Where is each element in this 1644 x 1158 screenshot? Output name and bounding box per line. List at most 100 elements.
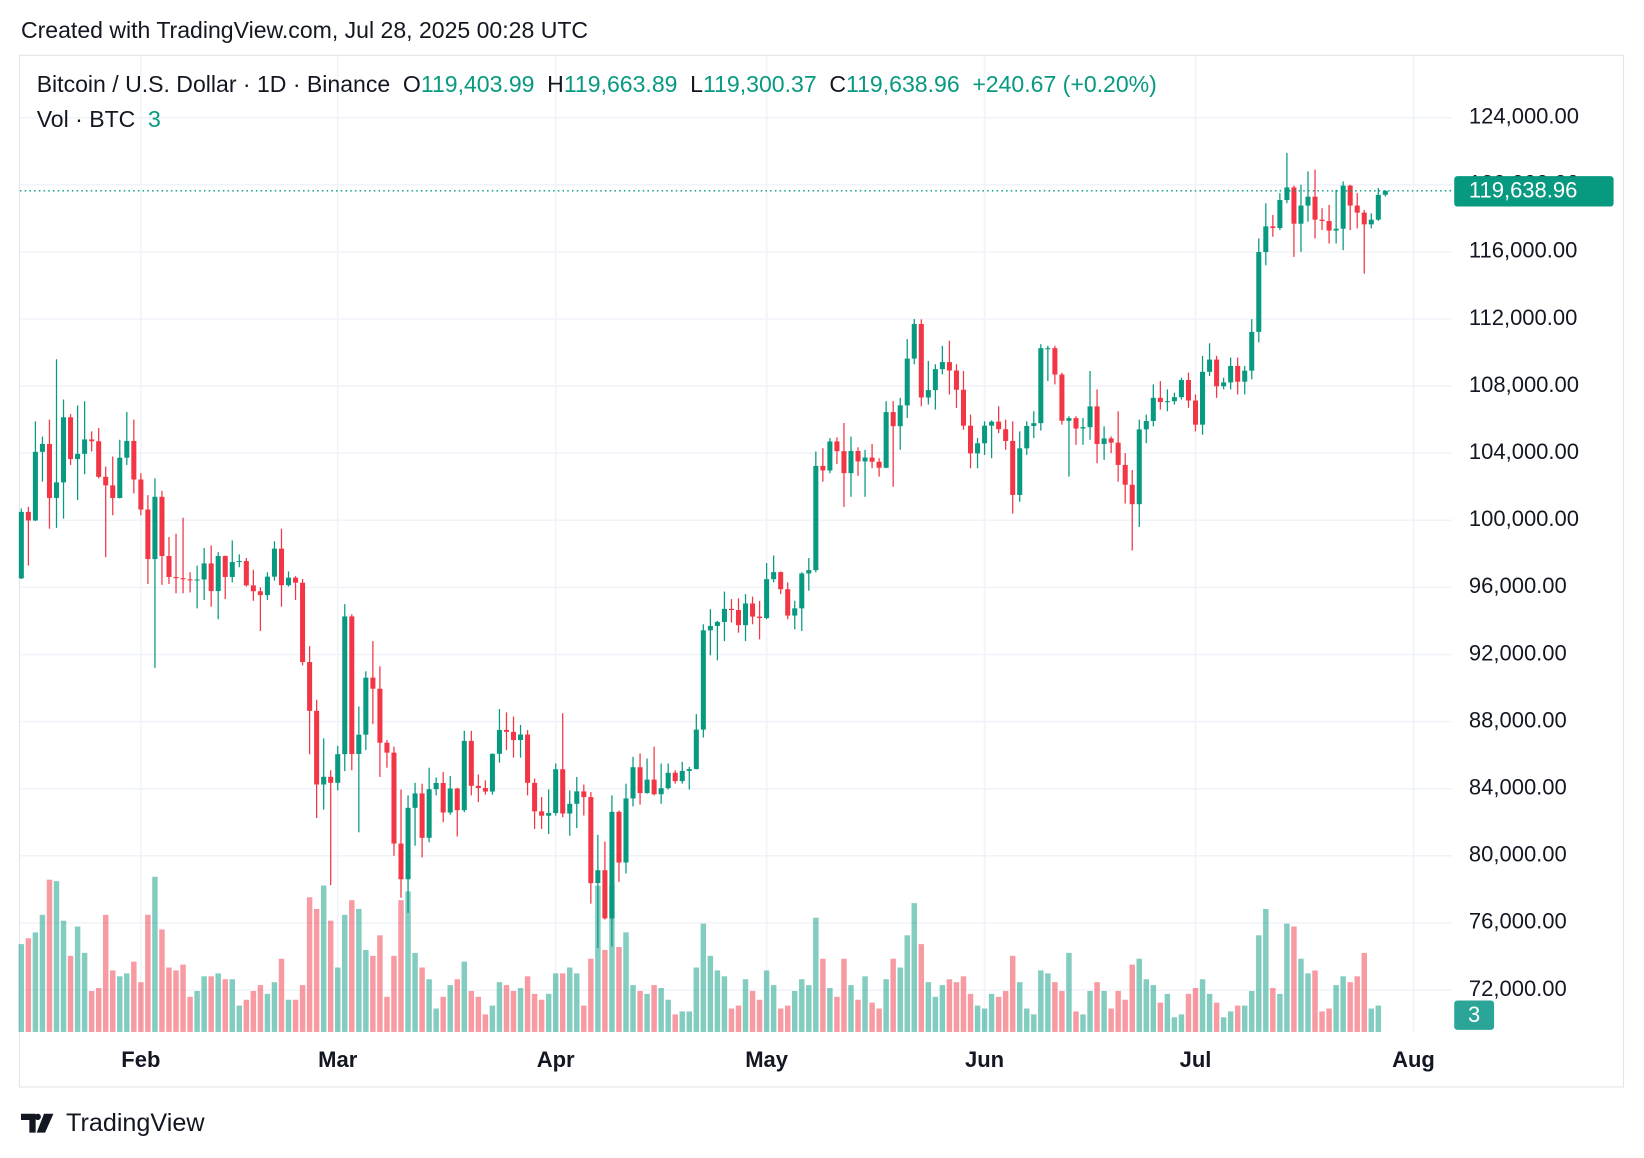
volume-bar [1220,1017,1227,1032]
candle-body [567,803,573,814]
candle-body [532,782,538,812]
x-tick-label: Jul [1180,1047,1212,1072]
candle-body [1080,427,1086,429]
volume-bar [651,985,657,1032]
volume-bar [1136,958,1142,1032]
volume-bar [292,999,299,1032]
candle-body [876,461,882,468]
volume-bar [257,985,264,1032]
candle-body [1305,196,1311,206]
volume-bar [799,979,805,1032]
volume-bar [1298,958,1304,1032]
volume-bar [1375,1005,1382,1032]
volume-bar [496,982,503,1032]
volume-tag-label: 3 [1468,1002,1480,1027]
candle-body [75,453,81,460]
legend: Bitcoin / U.S. Dollar · 1D · Binance O11… [37,71,1157,97]
volume-bar [363,949,369,1032]
volume-bar [820,958,826,1032]
candle-body [644,779,650,794]
volume-bar [18,944,25,1032]
volume-bar [152,876,158,1032]
volume-bar [686,1011,693,1032]
volume-bar [939,985,946,1032]
candle-body [925,390,931,398]
candle-body [1228,365,1234,383]
candle-body [1129,484,1135,505]
y-tick-label: 76,000.00 [1469,909,1567,934]
candle-body [1136,429,1142,505]
candle-body [623,798,629,863]
candle-body [996,421,1002,430]
candle-body [152,496,158,560]
candle-body [616,811,622,863]
volume-bar [370,955,376,1032]
volume-bar [679,1011,685,1032]
candle-body [855,451,861,462]
volume-bar [918,944,925,1032]
volume-bar [1066,952,1072,1032]
candle-body [1375,194,1381,220]
candle-body [1143,420,1149,430]
candle-body [1017,448,1023,495]
candle-body [525,734,531,783]
volume-bar [1052,982,1058,1032]
candle-body [799,573,805,609]
candle-body [39,443,45,452]
candle-body [145,509,151,560]
candle-body [1368,219,1374,225]
volume-bar [1227,1011,1234,1032]
candle-body [398,843,404,880]
volume-bar [855,999,861,1032]
volume-bar [988,993,995,1032]
volume-bar [630,985,636,1032]
volume-bar [749,990,756,1032]
candle-body [1382,190,1388,195]
candle-body [1178,380,1184,398]
y-tick-label: 108,000.00 [1469,372,1579,397]
legend-key: O [403,71,421,97]
volume-bar [398,900,404,1032]
candle-body [180,578,186,580]
volume-bar [946,979,953,1032]
candle-body [307,662,313,711]
candle-body [1108,438,1114,443]
candle-body [1284,187,1290,201]
candle-body [461,740,467,811]
volume-bar [327,920,334,1032]
candle-body [771,572,777,580]
candle-body [335,754,341,783]
candle-body [602,870,608,919]
volume-bar [194,990,200,1032]
volume-bar [1354,976,1360,1032]
volume-bar [813,917,819,1032]
candle-body [1291,187,1297,224]
volume-bar [623,932,629,1032]
volume-bar [1361,952,1367,1032]
volume-bar [1291,926,1297,1032]
volume-bar [1234,1005,1241,1032]
candle-body [890,412,896,427]
candle-body [1242,370,1248,382]
candles [18,152,1388,949]
candle-body [728,608,734,611]
candle-body [271,548,277,577]
candle-body [1270,226,1276,229]
volume-bar [222,979,228,1032]
y-tick-label: 116,000.00 [1469,238,1577,263]
volume-bar [1108,1008,1114,1032]
candle-body [911,324,917,359]
candle-body [1277,200,1283,229]
volume-bar [433,1008,439,1032]
candle-body [1319,219,1325,222]
candle-body [869,457,875,462]
volume-bar [1059,990,1065,1032]
candle-body [813,465,819,571]
candle-body [1235,365,1241,382]
candle-body [285,577,292,586]
volume-bar [911,903,917,1032]
candle-body [243,561,249,586]
volume-bar [1206,993,1213,1032]
legend-value: 119,638.96 [846,71,960,97]
candle-body [757,616,763,619]
